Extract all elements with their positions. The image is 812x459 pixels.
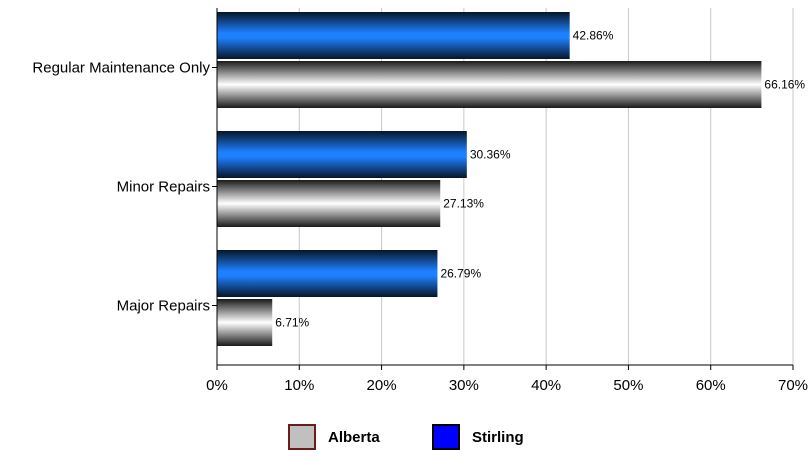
x-tick-label: 50% — [613, 377, 643, 394]
data-label: 42.86% — [573, 29, 614, 43]
bar-stirling — [217, 12, 570, 59]
legend-item-stirling: Stirling — [432, 424, 524, 450]
x-tick-label: 0% — [206, 377, 228, 394]
data-label: 6.71% — [275, 316, 309, 330]
bar-alberta — [217, 61, 762, 108]
legend-swatch-stirling — [432, 424, 460, 450]
legend-item-alberta: Alberta — [288, 424, 380, 450]
axes: 0% 10% 20% 30% 40% 50% 60% 70% Regular Maintenan… — [32, 8, 808, 394]
legend: Alberta Stirling — [0, 424, 812, 454]
legend-label-stirling: Stirling — [472, 428, 524, 446]
data-label: 27.13% — [443, 197, 484, 211]
x-tick-label: 40% — [531, 377, 561, 394]
bar-stirling — [217, 131, 467, 178]
category-label: Minor Repairs — [117, 179, 210, 196]
x-tick-label: 60% — [696, 377, 726, 394]
legend-label-alberta: Alberta — [328, 428, 380, 446]
data-label: 66.16% — [764, 78, 805, 92]
data-label: 30.36% — [470, 148, 511, 162]
x-tick-label: 30% — [449, 377, 479, 394]
bars — [217, 12, 762, 346]
bar-alberta — [217, 299, 273, 346]
data-labels: 42.86% 66.16% 30.36% 27.13% 26.79% 6.71% — [275, 29, 805, 330]
category-label: Regular Maintenance Only — [32, 60, 210, 77]
data-label: 26.79% — [440, 267, 481, 281]
bar-stirling — [217, 250, 438, 297]
x-tick-label: 10% — [284, 377, 314, 394]
category-label: Major Repairs — [117, 298, 210, 315]
legend-swatch-alberta — [288, 424, 316, 450]
x-tick-label: 70% — [778, 377, 808, 394]
bar-alberta — [217, 180, 441, 227]
x-tick-label: 20% — [367, 377, 397, 394]
